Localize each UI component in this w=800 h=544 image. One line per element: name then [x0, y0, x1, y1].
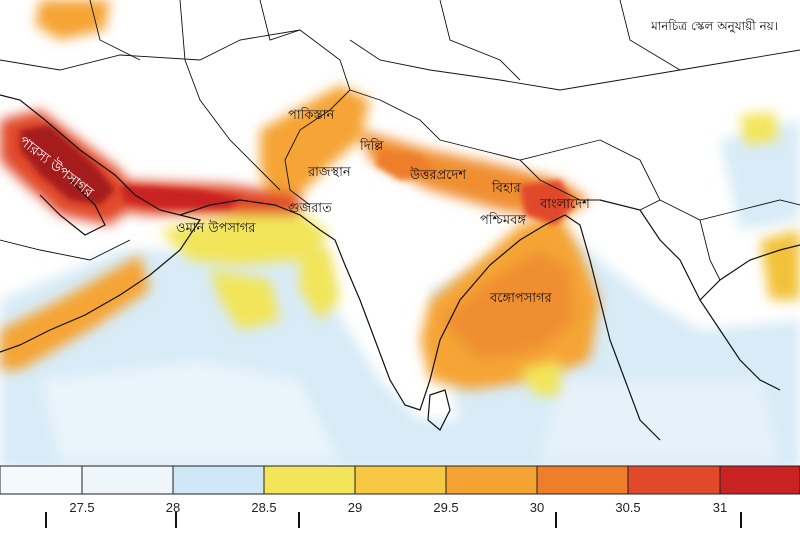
- color-bar-segment: [354, 465, 447, 495]
- color-bar-tick-label: 30.5: [615, 500, 641, 515]
- color-bar-segment: [719, 465, 800, 495]
- color-bar-segment: [263, 465, 356, 495]
- color-bar-tick-label: 28.5: [251, 500, 277, 515]
- color-bar-segment: [172, 465, 265, 495]
- color-bar-tick-mark: [298, 512, 300, 528]
- label-delhi: দিল্লি: [360, 139, 384, 154]
- color-bar-tick-mark: [740, 512, 742, 528]
- label-bihar: বিহার: [492, 181, 521, 196]
- color-bar-tick-label: 29.5: [433, 500, 459, 515]
- color-bar-tick-label: 30: [529, 500, 545, 515]
- color-bar-segment: [0, 465, 83, 495]
- color-bar-tick-label: 27.5: [69, 500, 95, 515]
- scale-note: মানচিত্র স্কেল অনুযায়ী নয়।: [651, 19, 778, 33]
- color-bar-tick-mark: [555, 512, 557, 528]
- label-rajasthan: রাজস্থান: [308, 165, 351, 180]
- color-bar-segment: [81, 465, 174, 495]
- hot-zones: [20, 125, 575, 225]
- coastlines: [0, 94, 800, 441]
- color-bar-tick-label: 29: [347, 500, 363, 515]
- label-bangladesh: বাংলাদেশ: [540, 197, 590, 212]
- label-uttar-pradesh: উত্তরপ্রদেশ: [410, 168, 467, 183]
- color-bar-segment: [445, 465, 538, 495]
- color-bar-tick-label: 31: [712, 500, 728, 515]
- color-bar-segment: [536, 465, 629, 495]
- color-bar: [0, 465, 800, 495]
- label-gujarat: গুজরাত: [288, 201, 332, 216]
- color-bar-tick-mark: [175, 512, 177, 528]
- label-bay-of-bengal: বঙ্গোপসাগর: [490, 291, 552, 306]
- color-bar-tick-label: 28: [165, 500, 181, 515]
- label-gulf-of-oman: ওমান উপসাগর: [176, 221, 256, 236]
- label-west-bengal: পশ্চিমবঙ্গ: [480, 213, 526, 228]
- label-pakistan: পাকিস্তান: [288, 108, 335, 123]
- color-bar-tick-mark: [45, 512, 47, 528]
- borders: [0, 0, 800, 281]
- color-bar-segment: [627, 465, 721, 495]
